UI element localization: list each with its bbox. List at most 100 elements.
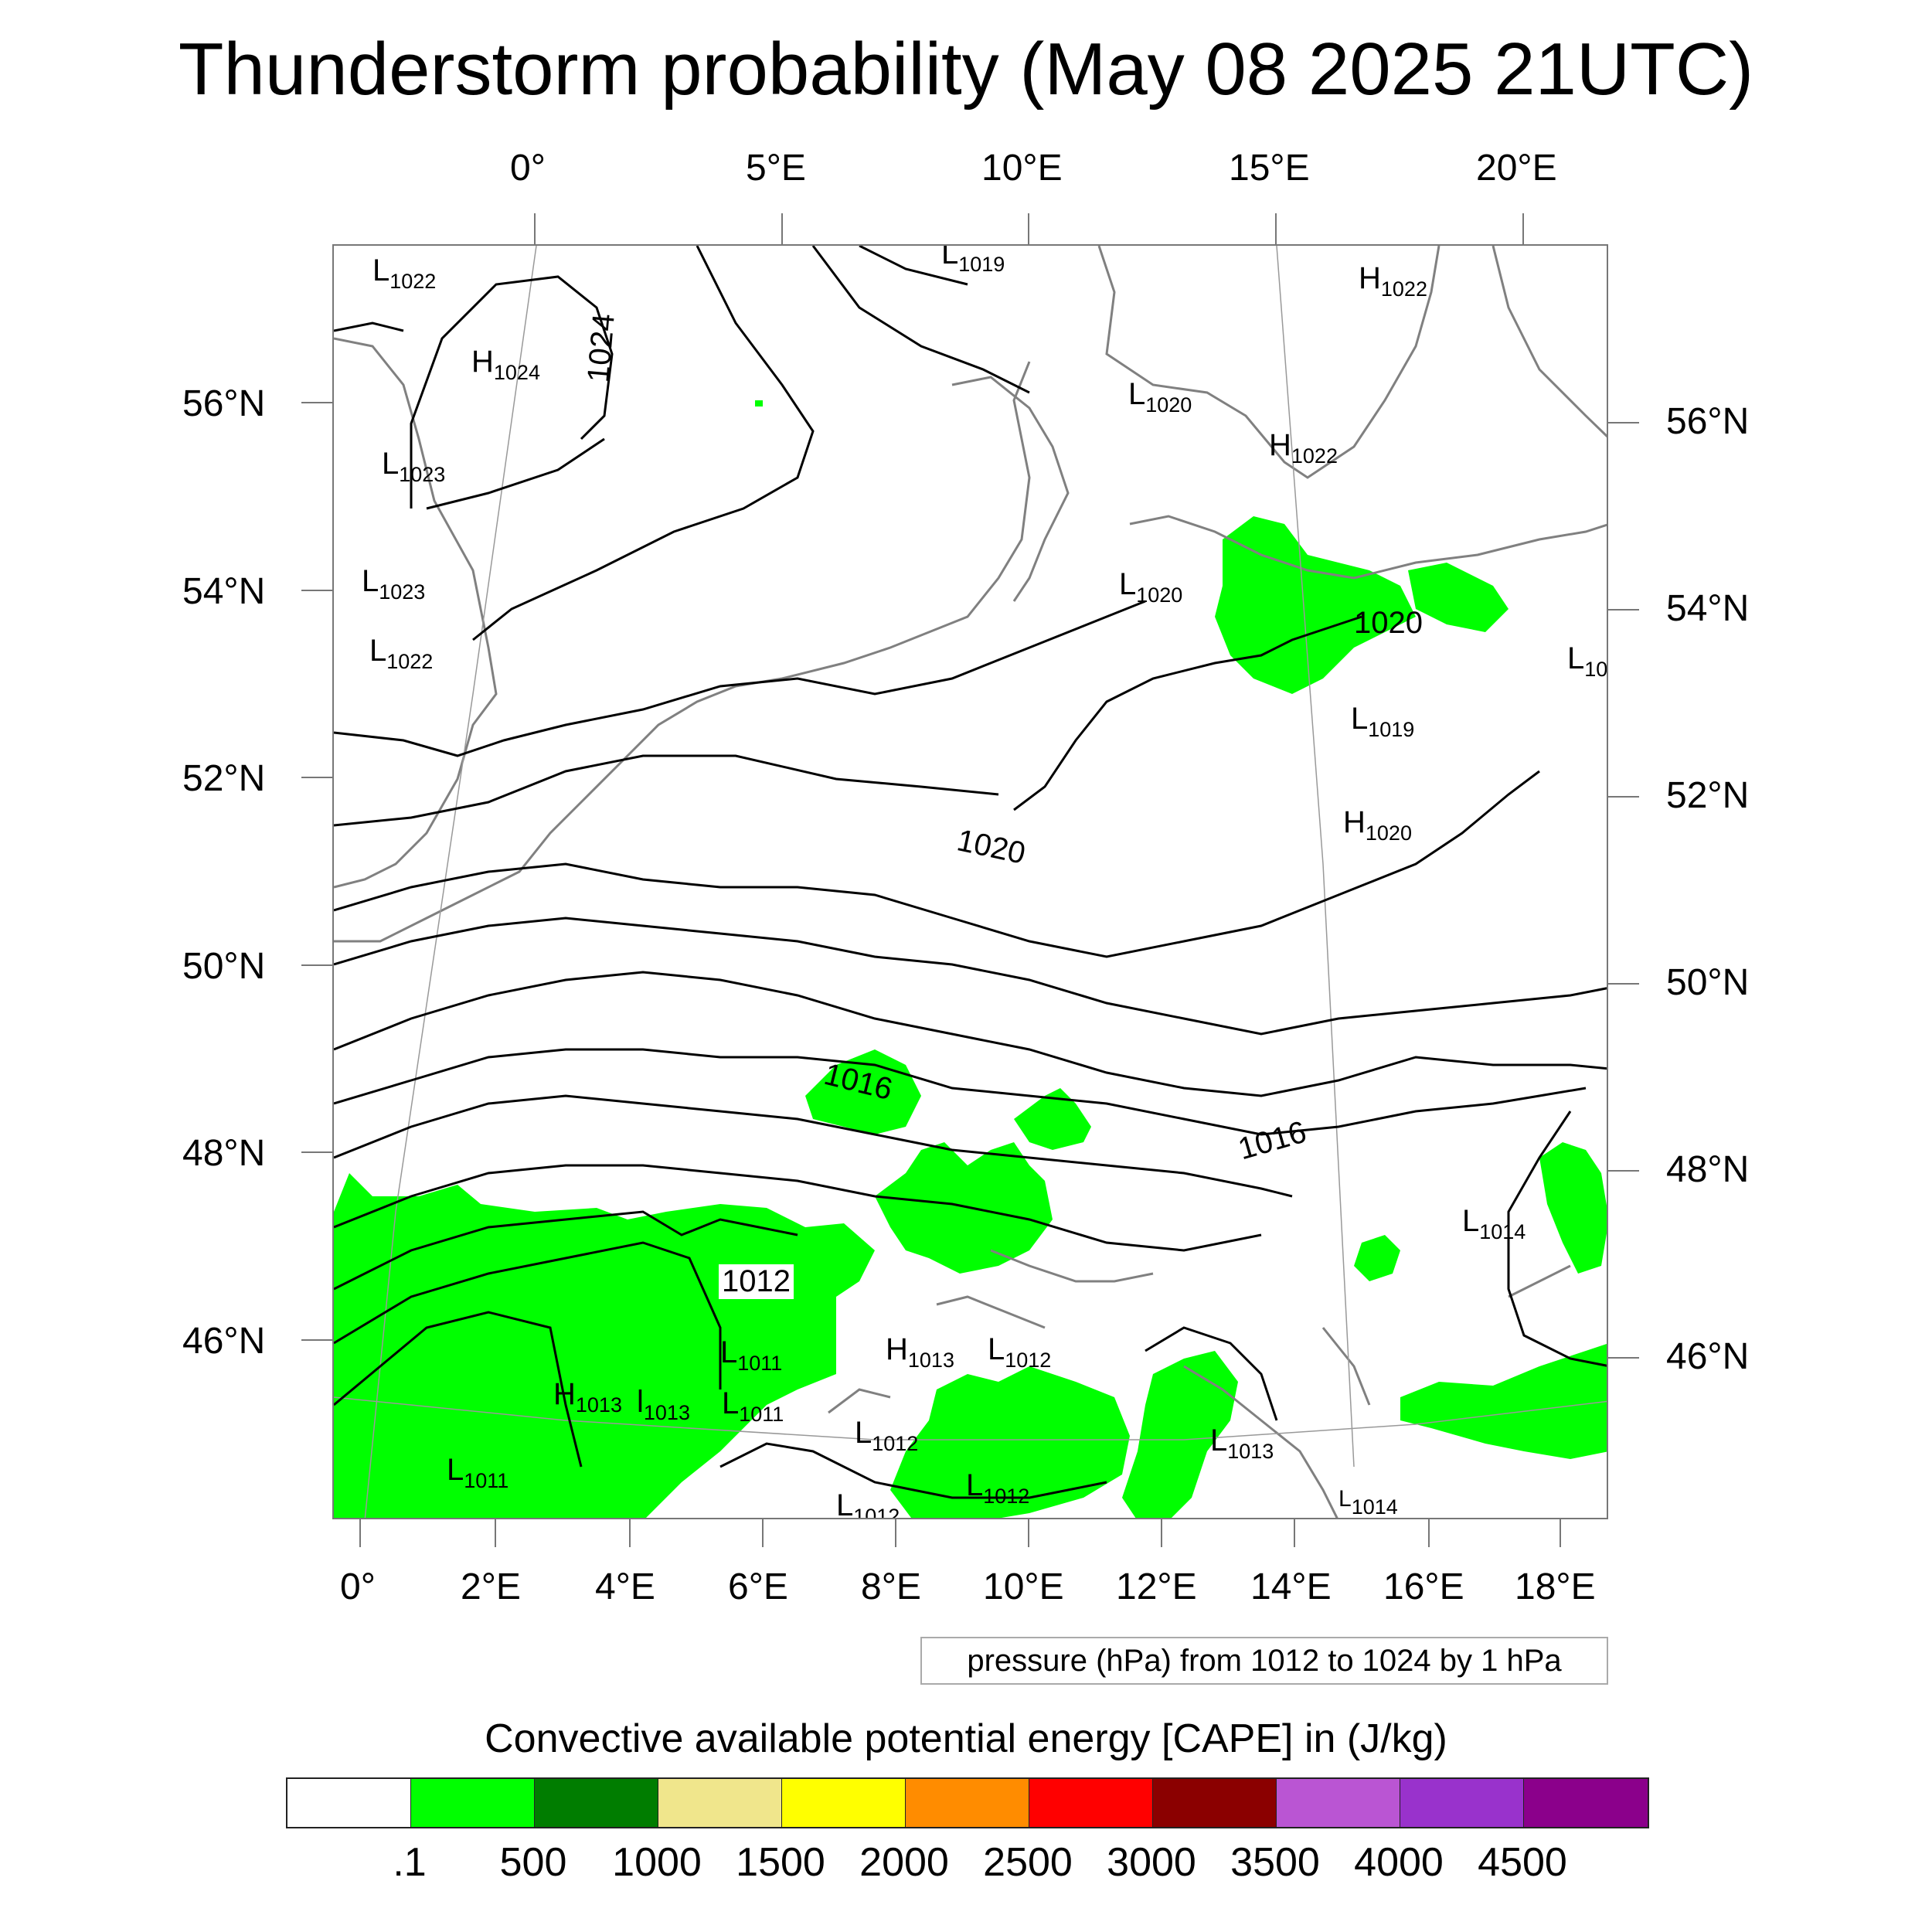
colorbar-swatch <box>658 1779 782 1827</box>
colorbar-swatch <box>287 1779 411 1827</box>
isobar <box>334 1241 722 1389</box>
isobar <box>859 246 968 286</box>
right-tick <box>1608 422 1639 423</box>
coast-britain <box>334 337 498 889</box>
left-tick <box>301 590 332 591</box>
pressure-center-label: L1012 <box>855 1416 918 1461</box>
isobar <box>334 754 999 827</box>
pressure-legend: pressure (hPa) from 1012 to 1024 by 1 hP… <box>920 1637 1608 1685</box>
bottom-tick <box>1428 1519 1430 1547</box>
cape-area-po <box>890 1366 1130 1518</box>
cape-area-baltic <box>1215 516 1416 694</box>
colorbar-swatch <box>1153 1779 1277 1827</box>
pressure-center-value: 1011 <box>464 1469 509 1492</box>
isobar-layer <box>334 246 1607 1499</box>
colorbar-swatch <box>1277 1779 1400 1827</box>
right-tick <box>1608 1170 1639 1172</box>
isobar <box>334 600 1146 757</box>
coastline-layer <box>334 246 1607 1518</box>
pressure-center-type: L <box>836 1488 854 1519</box>
right-lat-label: 54°N <box>1666 588 1750 629</box>
colorbar-label: 2500 <box>983 1840 1073 1885</box>
cape-area-balkans <box>1122 1351 1238 1518</box>
colorbar-label: 3500 <box>1230 1840 1320 1885</box>
pressure-center-type: L <box>1351 702 1369 736</box>
pressure-center-value: 1019 <box>1368 718 1415 741</box>
pressure-center-label: L1019 <box>1351 702 1414 747</box>
cape-area-center <box>875 1142 1053 1274</box>
bottom-tick <box>762 1519 764 1547</box>
pressure-center-type: L <box>372 253 390 287</box>
coast-border-3 <box>828 1388 891 1414</box>
colorbar-label: 1500 <box>736 1840 825 1885</box>
pressure-center-label: L1020 <box>1119 567 1182 612</box>
pressure-center-label: L1011 <box>720 1335 782 1380</box>
bottom-lon-label: 12°E <box>1116 1566 1197 1607</box>
pressure-center-value: 1020 <box>1145 393 1192 417</box>
pressure-center-type: L <box>1338 1486 1352 1512</box>
coast-adriatic <box>1183 1365 1338 1518</box>
pressure-center-value: 1012 <box>983 1485 1030 1508</box>
pressure-center-type: L <box>362 564 379 598</box>
cape-area-alps2 <box>1014 1088 1091 1150</box>
cape-area-baltic-east <box>1408 563 1509 632</box>
left-lat-label: 48°N <box>182 1133 266 1174</box>
colorbar-label: 4000 <box>1354 1840 1444 1885</box>
pressure-center-type: L <box>447 1453 464 1487</box>
pressure-center-type: H <box>471 345 494 379</box>
pressure-center-value: 10 <box>1584 658 1608 681</box>
map-panel[interactable]: L1022 H1024 L1023 L1023 L1022 L1019 H102… <box>332 244 1608 1519</box>
colorbar-label: 4500 <box>1478 1840 1567 1885</box>
left-lat-label: 54°N <box>182 571 266 612</box>
pressure-center-label: H1020 <box>1343 805 1412 850</box>
map-canvas[interactable] <box>334 246 1608 1519</box>
right-tick <box>1608 796 1639 798</box>
pressure-center-value: 1011 <box>739 1403 784 1426</box>
colorbar-swatch <box>411 1779 535 1827</box>
top-lon-label: 10°E <box>981 148 1063 189</box>
top-lon-label: 20°E <box>1476 148 1557 189</box>
pressure-center-type: L <box>855 1416 872 1450</box>
bottom-lon-label: 0° <box>340 1566 376 1607</box>
bottom-lon-label: 4°E <box>595 1566 655 1607</box>
pressure-center-type: H <box>886 1332 908 1366</box>
pressure-center-label: L1011 <box>722 1386 784 1431</box>
left-tick <box>301 777 332 778</box>
coast-border-5 <box>1508 1264 1571 1298</box>
isobar-1012 <box>334 1210 798 1291</box>
bottom-lon-label: 8°E <box>861 1566 921 1607</box>
pressure-center-type: L <box>1567 641 1585 675</box>
pressure-center-value: 1024 <box>493 361 540 384</box>
bottom-tick <box>359 1519 361 1547</box>
coast-denmark <box>951 376 1070 602</box>
bottom-tick <box>1161 1519 1162 1547</box>
colorbar-label: 500 <box>499 1840 567 1885</box>
colorbar-swatch <box>782 1779 906 1827</box>
pressure-center-value: 1013 <box>643 1401 690 1424</box>
pressure-center-label: L1013 <box>1210 1423 1274 1468</box>
isobar <box>334 1094 1293 1198</box>
pressure-center-type: H <box>1343 805 1366 839</box>
right-tick <box>1608 1357 1639 1359</box>
cape-area-southeast <box>1400 1344 1607 1459</box>
isobar <box>334 1164 1262 1252</box>
top-tick <box>534 213 536 244</box>
colorbar-title: Convective available potential energy [C… <box>485 1716 1447 1761</box>
coast-border-4 <box>1321 1327 1371 1406</box>
bottom-tick <box>1560 1519 1561 1547</box>
top-tick <box>1275 213 1277 244</box>
isobar-1020 <box>334 770 1540 958</box>
right-lat-label: 56°N <box>1666 401 1750 442</box>
isobar <box>811 246 1030 394</box>
cape-area-hungary-east <box>1539 1142 1607 1274</box>
top-tick <box>1522 213 1524 244</box>
pressure-center-value: 1012 <box>1005 1349 1052 1372</box>
bottom-tick <box>1294 1519 1295 1547</box>
pressure-center-type: L <box>1128 377 1146 411</box>
bottom-tick <box>629 1519 631 1547</box>
contour-label: 1020 <box>1354 606 1423 640</box>
isobar <box>334 321 404 332</box>
pressure-center-value: 1020 <box>1136 583 1183 607</box>
pressure-center-value: 1014 <box>1351 1495 1398 1519</box>
pressure-center-label: L1012 <box>966 1468 1029 1513</box>
